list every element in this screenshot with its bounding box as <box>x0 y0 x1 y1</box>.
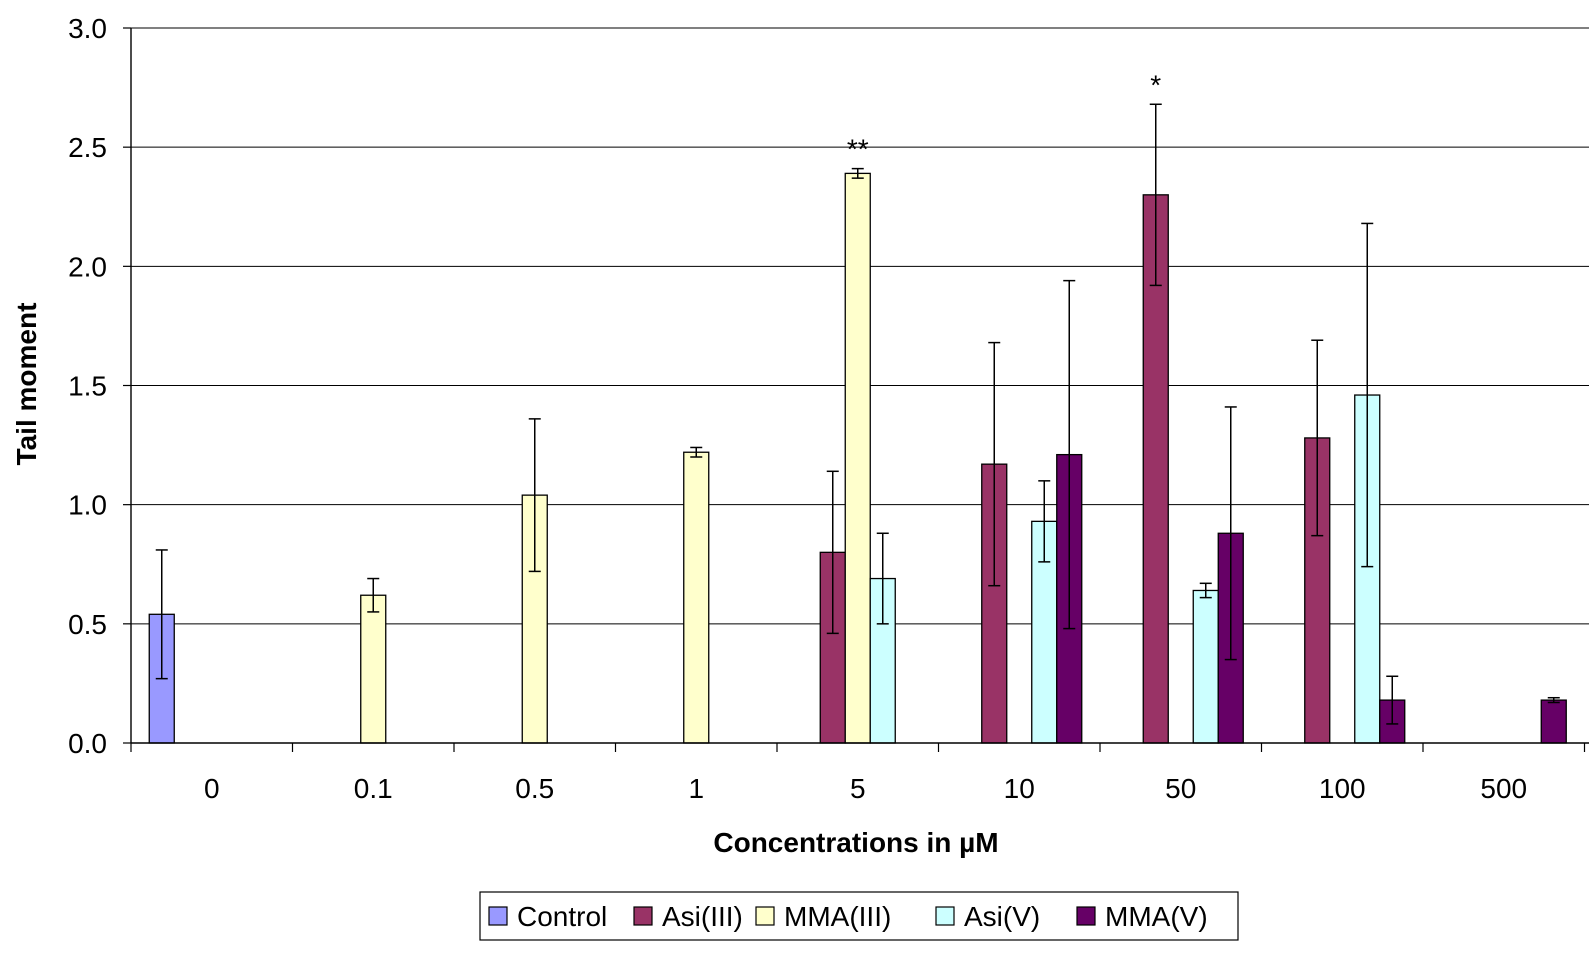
bar-asi-iii--50 <box>1142 194 1169 744</box>
significance-annotation: * <box>1150 69 1161 100</box>
tick-labels: 0.0 0.5 1.0 1.5 2.0 2.5 3.0 0 0.1 0.5 1 5 10 50 100 500 <box>68 13 1527 804</box>
x-tick-label: 1 <box>688 773 704 804</box>
legend-swatch <box>488 906 508 926</box>
bar-mma-iii--1 <box>683 451 710 744</box>
bars-group <box>148 103 1567 744</box>
y-tick-label: 3.0 <box>68 13 107 44</box>
bar-mma-v--500 <box>1540 699 1567 744</box>
x-tick-label: 10 <box>1004 773 1035 804</box>
x-axis-title: Concentrations in µM <box>713 827 998 858</box>
y-tick-label: 1.5 <box>68 371 107 402</box>
bar-mma-iii--0.1 <box>360 594 387 744</box>
legend: Control Asi(III) MMA(III) Asi(V) MMA(V) <box>479 891 1239 941</box>
bar-mma-iii--5 <box>844 172 871 744</box>
y-tick-label: 2.0 <box>68 251 107 282</box>
x-tick-label: 0 <box>204 773 220 804</box>
legend-box <box>479 891 1239 941</box>
legend-label: Asi(III) <box>662 901 743 932</box>
legend-label: Control <box>517 901 607 932</box>
axes <box>123 27 1589 752</box>
legend-swatch <box>633 906 653 926</box>
x-tick-label: 0.1 <box>354 773 393 804</box>
x-tick-label: 500 <box>1480 773 1527 804</box>
y-axis-title: Tail moment <box>11 303 42 466</box>
y-tick-label: 1.0 <box>68 490 107 521</box>
x-tick-label: 50 <box>1165 773 1196 804</box>
y-tick-label: 0.0 <box>68 728 107 759</box>
x-tick-label: 5 <box>850 773 866 804</box>
annotations: *** <box>847 69 1161 164</box>
legend-swatch <box>935 906 955 926</box>
x-tick-label: 0.5 <box>515 773 554 804</box>
legend-swatch <box>1076 906 1096 926</box>
significance-annotation: ** <box>847 134 869 165</box>
legend-label: MMA(III) <box>784 901 891 932</box>
legend-label: MMA(V) <box>1105 901 1208 932</box>
legend-swatch <box>755 906 775 926</box>
bar-asi-v--50 <box>1192 589 1219 744</box>
legend-label: Asi(V) <box>964 901 1040 932</box>
x-tick-label: 100 <box>1319 773 1366 804</box>
y-tick-label: 2.5 <box>68 132 107 163</box>
y-tick-label: 0.5 <box>68 609 107 640</box>
